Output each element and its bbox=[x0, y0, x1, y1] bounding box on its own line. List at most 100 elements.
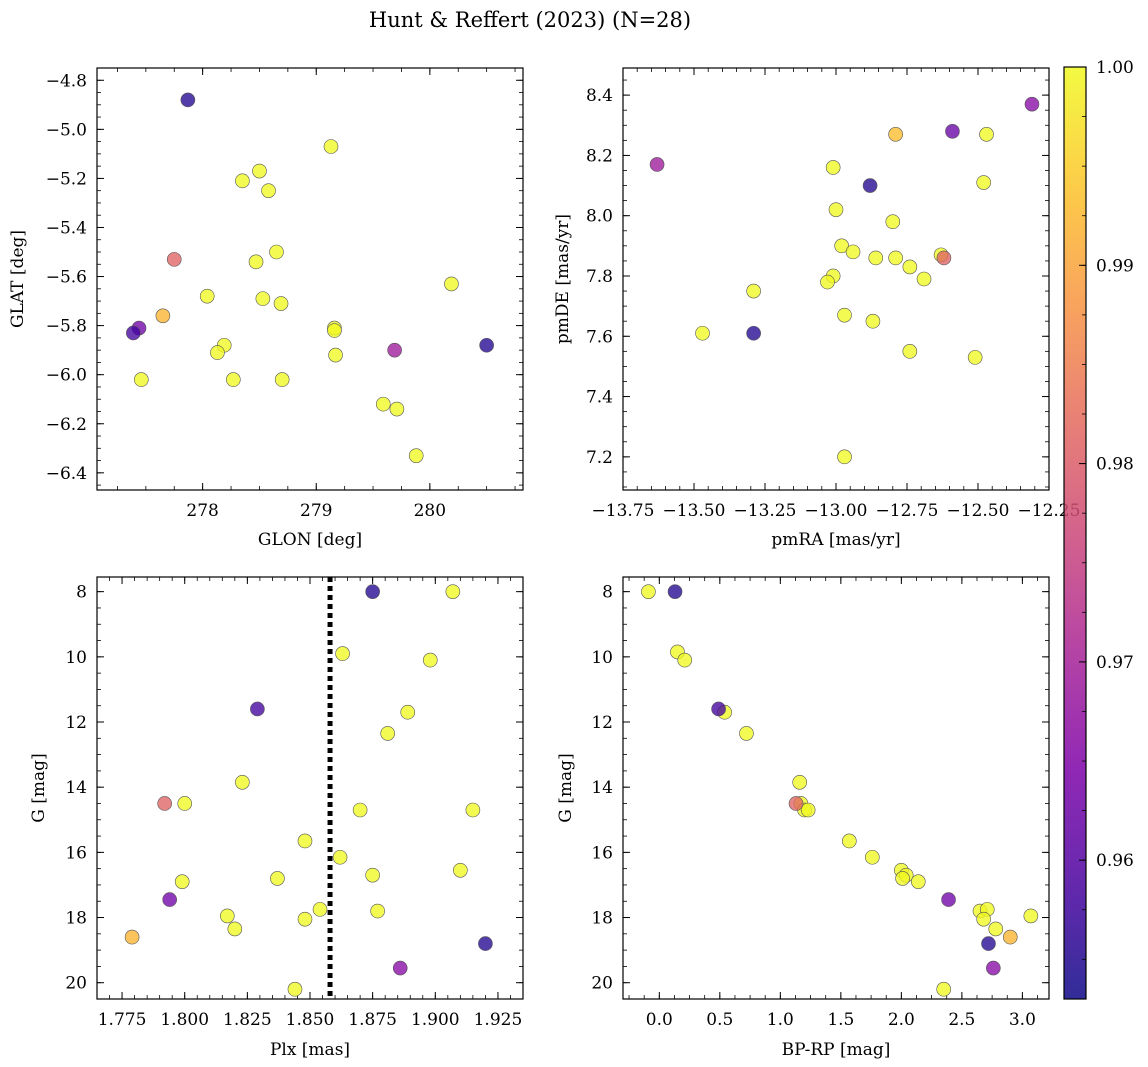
scatter-point bbox=[226, 372, 241, 387]
scatter-point bbox=[910, 874, 926, 889]
scatter-point bbox=[820, 274, 835, 290]
scatter-point bbox=[936, 250, 952, 266]
scatter-point bbox=[252, 163, 267, 179]
scatter-point bbox=[1002, 929, 1018, 945]
scatter-point bbox=[389, 401, 405, 417]
y-tick-label: −5.6 bbox=[46, 268, 87, 288]
y-axis-label: G [mag] bbox=[29, 753, 49, 822]
x-axis-label: GLON [deg] bbox=[258, 530, 362, 550]
scatter-point bbox=[677, 652, 693, 668]
scatter-point bbox=[155, 308, 171, 324]
x-tick-label: 3.0 bbox=[1009, 1010, 1036, 1030]
y-tick-label: 8 bbox=[602, 583, 613, 603]
scatter-point bbox=[988, 921, 1004, 937]
scatter-point bbox=[979, 127, 994, 142]
scatter-point bbox=[287, 981, 303, 997]
y-tick-label: 8.2 bbox=[586, 146, 613, 166]
x-tick-label: −12.75 bbox=[876, 501, 939, 521]
scatter-point bbox=[250, 701, 265, 717]
scatter-point bbox=[199, 288, 215, 304]
y-tick-label: 14 bbox=[65, 778, 87, 798]
x-tick-label: 1.900 bbox=[411, 1010, 460, 1030]
scatter-point bbox=[392, 960, 408, 976]
plot-frame bbox=[96, 576, 524, 1000]
y-tick-label: 12 bbox=[65, 713, 87, 733]
scatter-point bbox=[261, 183, 276, 198]
scatter-point bbox=[210, 345, 225, 360]
x-tick-label: 279 bbox=[300, 501, 332, 521]
scatter-point bbox=[478, 936, 493, 951]
y-tick-label: 8.0 bbox=[586, 207, 613, 227]
scatter-point bbox=[739, 726, 754, 741]
y-tick-label: 16 bbox=[65, 843, 87, 863]
y-tick-label: 7.8 bbox=[586, 267, 613, 287]
scatter-point bbox=[332, 849, 348, 865]
y-tick-label: −5.8 bbox=[46, 317, 87, 337]
scatter-point bbox=[837, 449, 852, 465]
scatter-point bbox=[177, 796, 193, 811]
y-tick-label: 14 bbox=[591, 778, 613, 798]
scatter-point bbox=[828, 202, 844, 217]
scatter-point bbox=[902, 344, 918, 359]
scatter-point bbox=[274, 372, 290, 387]
x-tick-label: 1.5 bbox=[827, 1010, 854, 1030]
x-tick-label: 1.925 bbox=[474, 1010, 523, 1030]
scatter-point bbox=[180, 92, 196, 108]
plot-frame bbox=[96, 67, 524, 491]
x-axis-label: BP-RP [mag] bbox=[782, 1040, 891, 1060]
scatter-point bbox=[981, 936, 996, 951]
colorbar-tick-label: 0.98 bbox=[1096, 455, 1134, 475]
scatter-point bbox=[465, 802, 481, 818]
y-tick-label: 18 bbox=[591, 909, 613, 929]
scatter-point bbox=[746, 325, 761, 341]
scatter-point bbox=[695, 325, 710, 341]
panel-bprp-g: BP-RP [mag] G [mag] 0.0 0.5 1.0 1.5 2.0 2.5 3.… bbox=[556, 576, 1050, 1060]
colorbar: 0.96 0.97 0.98 0.99 1.00 bbox=[1063, 58, 1134, 1000]
y-tick-label: 18 bbox=[65, 909, 87, 929]
scatter-point bbox=[479, 337, 494, 353]
scatter-point bbox=[885, 214, 901, 230]
scatter-point bbox=[865, 313, 881, 329]
x-tick-label: 1.875 bbox=[348, 1010, 397, 1030]
y-tick-label: −4.8 bbox=[46, 71, 87, 91]
x-tick-label: 0.5 bbox=[706, 1010, 733, 1030]
scatter-point bbox=[888, 250, 903, 266]
y-tick-label: 16 bbox=[591, 843, 613, 863]
scatter-point bbox=[327, 323, 342, 338]
y-tick-label: 7.2 bbox=[586, 448, 613, 468]
scatter-point bbox=[162, 892, 177, 907]
panel-plx-g: Plx [mas] G [mag] 1.775 1.800 1.825 1.850 1.… bbox=[29, 576, 524, 1060]
scatter-point bbox=[248, 254, 264, 270]
y-tick-label: −5.4 bbox=[46, 218, 87, 238]
scatter-point bbox=[788, 796, 804, 811]
scatter-point bbox=[865, 849, 880, 865]
scatter-point bbox=[976, 175, 991, 190]
scatter-point bbox=[408, 448, 424, 463]
colorbar-tick-label: 0.97 bbox=[1096, 653, 1134, 673]
colorbar-tick-label: 0.96 bbox=[1096, 851, 1134, 871]
y-tick-label: −5.2 bbox=[46, 169, 87, 189]
scatter-point bbox=[453, 862, 468, 878]
scatter-point bbox=[375, 396, 391, 412]
scatter-point bbox=[800, 802, 816, 818]
panel-glon-glat: GLON [deg] GLAT [deg] 278 279 280 −6.4 −6.2 −… bbox=[8, 67, 524, 550]
y-tick-label: 10 bbox=[65, 648, 87, 668]
x-tick-label: 278 bbox=[186, 501, 218, 521]
figure-title: Hunt & Reffert (2023) (N=28) bbox=[369, 8, 691, 32]
x-tick-label: 1.800 bbox=[160, 1010, 209, 1030]
scatter-point bbox=[273, 296, 289, 311]
scatter-point bbox=[352, 802, 368, 818]
y-axis-label: G [mag] bbox=[556, 753, 576, 822]
y-tick-label: 12 bbox=[591, 713, 613, 733]
scatter-point bbox=[235, 173, 250, 189]
colorbar-frame bbox=[1063, 66, 1087, 1000]
scatter-point bbox=[297, 911, 313, 927]
y-tick-label: 20 bbox=[591, 974, 613, 994]
scatter-point bbox=[400, 704, 416, 720]
x-tick-label: 1.0 bbox=[767, 1010, 794, 1030]
scatter-point bbox=[445, 584, 461, 599]
y-tick-label: 8.4 bbox=[586, 86, 613, 106]
colorbar-gradient bbox=[1064, 67, 1086, 999]
scatter-point bbox=[220, 908, 235, 924]
